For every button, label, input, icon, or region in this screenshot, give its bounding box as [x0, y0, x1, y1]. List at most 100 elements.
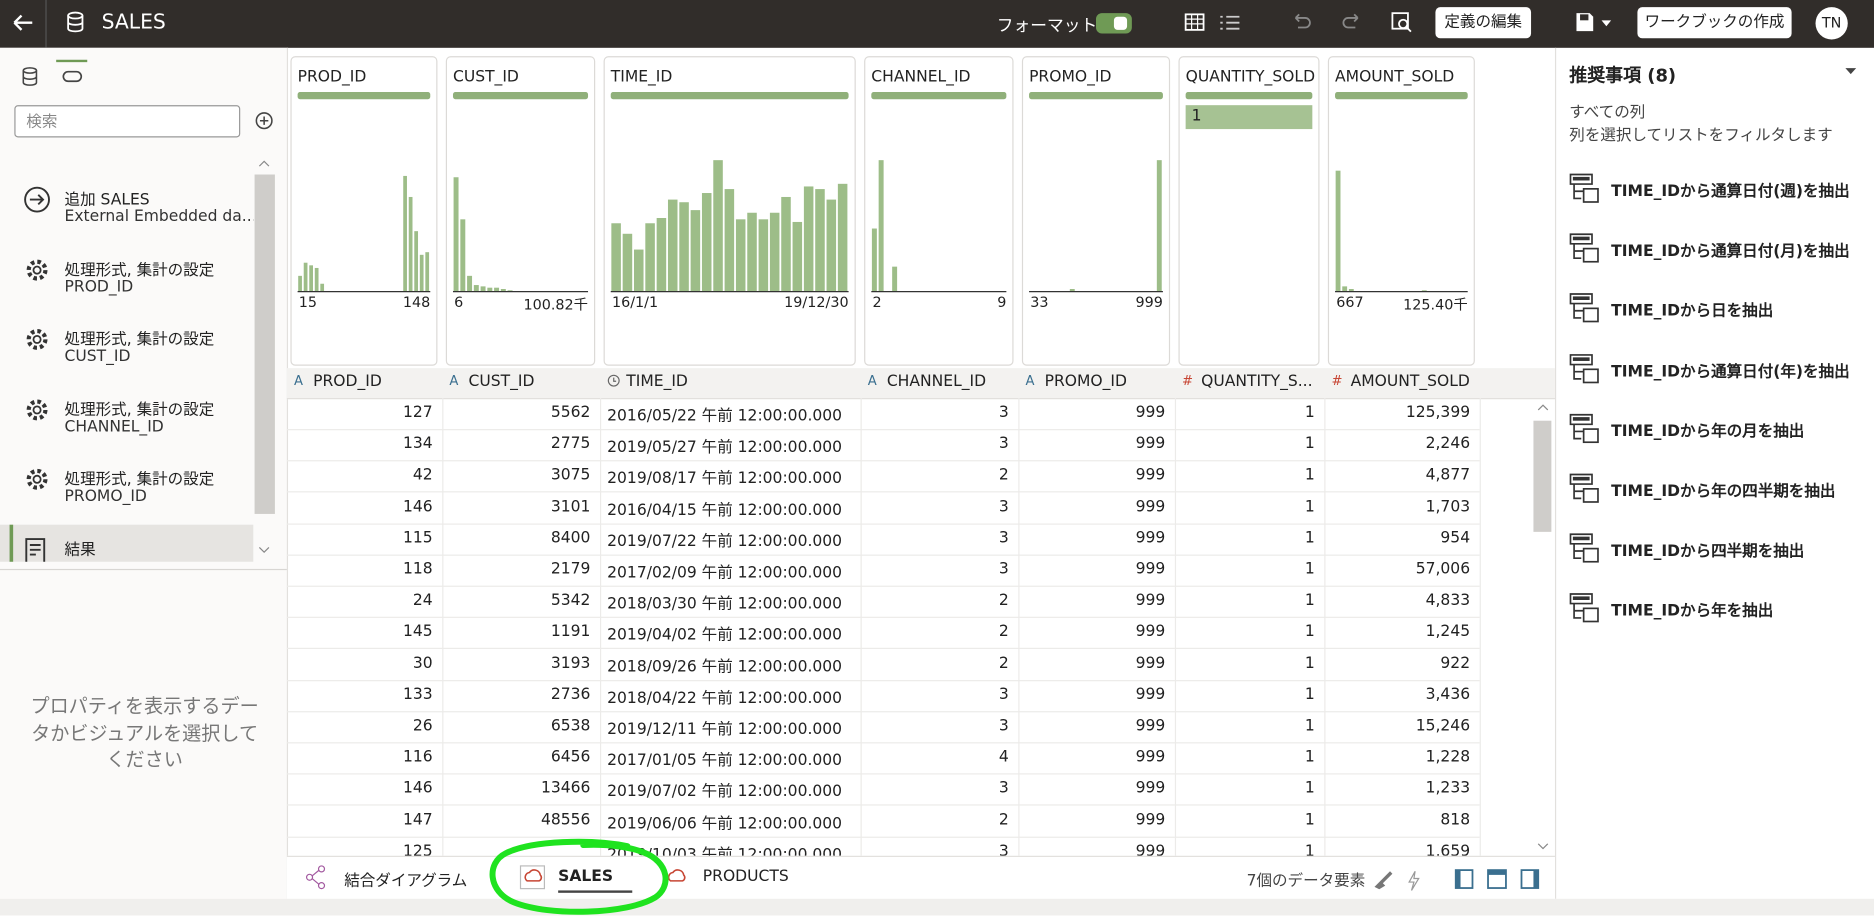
histogram-bar: [414, 231, 419, 292]
flow-tab-icon[interactable]: [62, 69, 84, 83]
recommendation[interactable]: TIME_IDから通算日付(週)を抽出: [1560, 173, 1859, 209]
histogram: [610, 160, 849, 293]
footer-tab[interactable]: PRODUCTS: [702, 867, 789, 886]
column-header[interactable]: TIME_ID: [626, 372, 688, 391]
column-divider: [599, 398, 602, 856]
column-header[interactable]: AMOUNT_SOLD: [1350, 372, 1470, 391]
histogram-bar: [473, 285, 479, 292]
table-cell: 133: [402, 685, 433, 704]
recommendation-icon: [1569, 593, 1599, 623]
profile-card[interactable]: PROMO_ID 33 999: [1021, 56, 1171, 366]
histogram-bar: [892, 266, 898, 292]
table-cell: 999: [1135, 435, 1166, 454]
undo-icon[interactable]: [1291, 12, 1313, 34]
table-cell: 1: [1304, 497, 1315, 516]
recommendation[interactable]: TIME_IDから通算日付(月)を抽出: [1560, 233, 1859, 269]
column-header[interactable]: CHANNEL_ID: [886, 372, 987, 391]
histogram-bar: [690, 210, 701, 292]
column-header[interactable]: CUST_ID: [468, 372, 535, 391]
step-icon: [26, 328, 48, 350]
footer-tab[interactable]: 結合ダイアグラム: [344, 872, 468, 891]
recommendation[interactable]: TIME_IDから年の月を抽出: [1560, 413, 1859, 449]
step-item[interactable]: 結果すべてのステップが結: [0, 524, 254, 562]
data-tab-icon[interactable]: [22, 67, 39, 86]
recommendation[interactable]: TIME_IDから四半期を抽出: [1560, 533, 1859, 569]
table-cell: 8400: [550, 529, 591, 548]
footer-tab[interactable]: SALES: [558, 867, 614, 886]
redo-icon[interactable]: [1341, 12, 1363, 34]
profile-card[interactable]: CHANNEL_ID 2 9: [864, 56, 1014, 366]
row-line: [286, 554, 1480, 556]
header-bar: [0, 0, 1874, 48]
search-box[interactable]: 検索: [14, 105, 241, 138]
profile-card[interactable]: AMOUNT_SOLD 667 125.40千: [1327, 56, 1475, 366]
table-cell: 3: [998, 529, 1009, 548]
table-cell: 134: [402, 435, 433, 454]
histogram: [1335, 170, 1468, 293]
histogram-bar: [735, 219, 746, 292]
step-item[interactable]: 処理形式, 集計の設定 PROD_ID: [0, 244, 253, 311]
profile-max: 999: [1135, 294, 1163, 311]
edit-button[interactable]: 定義の編集: [1435, 7, 1532, 39]
profile-max: 148: [402, 294, 431, 311]
step-item[interactable]: 追加 SALES External Embedded da...: [0, 174, 253, 241]
icon-bar: [1572, 296, 1590, 301]
add-step-icon[interactable]: [255, 111, 275, 131]
profile-card[interactable]: TIME_ID 16/1/1 19/12/30: [603, 56, 856, 366]
row-line: [286, 429, 1480, 431]
recommendation[interactable]: TIME_IDから年の四半期を抽出: [1560, 473, 1859, 509]
type-icon: A: [1025, 372, 1035, 389]
list-view-icon[interactable]: [1219, 12, 1241, 34]
preview-icon[interactable]: [1391, 12, 1413, 34]
recommendation[interactable]: TIME_IDから年を抽出: [1560, 593, 1859, 629]
recommendation-text: TIME_IDから通算日付(年)を抽出: [1611, 362, 1850, 381]
table-cell: 48556: [540, 811, 591, 829]
histogram-bar: [679, 202, 689, 292]
column-header[interactable]: QUANTITY_S...: [1201, 372, 1313, 391]
histogram-bar: [507, 290, 513, 292]
row-line: [286, 491, 1480, 493]
table-cell: 118: [402, 560, 433, 579]
profile-min: 667: [1336, 294, 1364, 311]
recommendation[interactable]: TIME_IDから通算日付(年)を抽出: [1560, 353, 1859, 389]
histogram-bar: [425, 252, 430, 292]
column-header[interactable]: PROMO_ID: [1044, 372, 1127, 391]
format-toggle[interactable]: [1095, 13, 1132, 34]
row-line: [286, 710, 1480, 713]
table-cell: 30: [412, 654, 433, 673]
row-line: [286, 648, 1480, 650]
step-selected-bar: [9, 524, 14, 562]
column-header[interactable]: PROD_ID: [313, 372, 382, 391]
histogram-bar: [480, 286, 486, 292]
histogram-bar: [298, 275, 302, 292]
avatar[interactable]: TN: [1815, 7, 1848, 40]
recommendations-title: 推奨事項 (8): [1569, 64, 1677, 87]
step-item[interactable]: 処理形式, 集計の設定 CUST_ID: [0, 314, 253, 381]
step-subtitle: PROMO_ID: [64, 487, 147, 506]
icon-frame: [1569, 413, 1593, 440]
histogram-bar: [645, 223, 655, 292]
table-cell: 3,436: [1425, 685, 1471, 704]
table-cell: 999: [1135, 497, 1166, 516]
step-title: 処理形式, 集計の設定: [64, 261, 215, 280]
icon-bar: [1572, 596, 1590, 601]
table-cell: 2016/04/15 午前 12:00:00.000: [607, 501, 843, 520]
table-cell: 1,245: [1425, 623, 1471, 642]
profile-card[interactable]: QUANTITY_SOLD 1: [1178, 56, 1320, 366]
step-subtitle: CHANNEL_ID: [64, 417, 164, 436]
collapse-icon[interactable]: [1844, 66, 1858, 78]
profile-card[interactable]: PROD_ID 15 148: [290, 56, 438, 366]
divider: [0, 568, 287, 571]
profile-card[interactable]: CUST_ID 6 100.82千: [445, 56, 596, 366]
back-icon[interactable]: [12, 12, 36, 36]
step-item[interactable]: 処理形式, 集計の設定 CHANNEL_ID: [0, 384, 253, 451]
grid-view-icon[interactable]: [1184, 12, 1206, 34]
recommendation[interactable]: TIME_IDから日を抽出: [1560, 293, 1859, 329]
annotation-circle: [489, 838, 669, 915]
table-cell: 4,833: [1425, 591, 1471, 610]
step-item[interactable]: 処理形式, 集計の設定 PROMO_ID: [0, 454, 253, 521]
icon-cal: [1582, 488, 1599, 503]
save-menu[interactable]: [1575, 12, 1623, 34]
recommendation-text: TIME_IDから日を抽出: [1611, 302, 1774, 321]
create-workbook-button[interactable]: ワークブックの作成: [1637, 7, 1792, 39]
